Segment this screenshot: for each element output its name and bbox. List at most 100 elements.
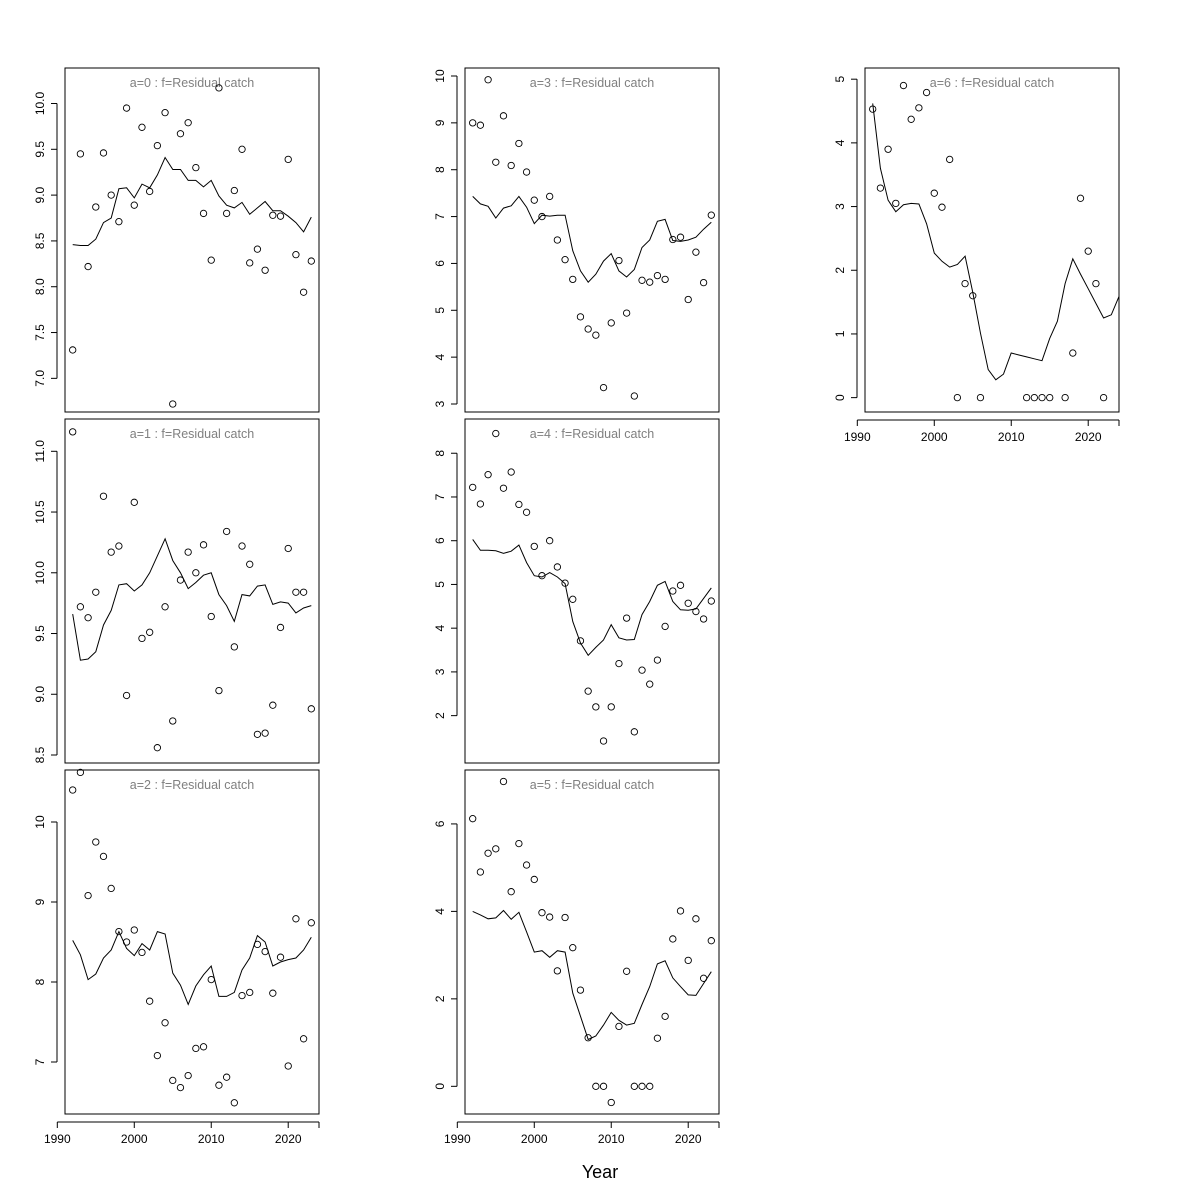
observed-point: [499, 777, 508, 786]
observed-point: [938, 203, 946, 211]
panel-title: a=5 : f=Residual catch: [530, 778, 654, 792]
observed-point: [261, 947, 269, 956]
observed-point: [192, 163, 200, 172]
observed-point: [169, 400, 177, 408]
y-tick-label: 7: [433, 493, 447, 500]
observed-point: [699, 615, 708, 623]
observed-point: [115, 542, 123, 550]
y-tick-label: 3: [833, 203, 847, 210]
fitted-line: [72, 156, 312, 246]
observed-point: [584, 1034, 592, 1042]
observed-point: [530, 542, 538, 551]
figure-x-axis-label: Year: [582, 1162, 618, 1182]
observed-point: [538, 909, 546, 917]
observed-point: [507, 468, 515, 476]
x-tick-label: 2010: [998, 430, 1025, 444]
plot-frame: [464, 769, 720, 1115]
observed-point: [176, 576, 185, 584]
panel-a0: a=0 : f=Residual catch 7.0 7.5 8.0 8.5 9.0 9.5…: [33, 67, 320, 413]
observed-point: [599, 737, 608, 745]
y-tick-label: 4: [433, 353, 447, 360]
observed-point: [661, 275, 669, 284]
observed-point: [184, 548, 192, 556]
y-tick-label: 8.5: [33, 232, 47, 249]
observed-point: [207, 975, 215, 984]
observed-point: [546, 537, 554, 545]
observed-point: [476, 868, 485, 876]
observed-point: [76, 768, 85, 777]
observed-point: [599, 1082, 608, 1090]
observed-point: [284, 155, 292, 164]
observed-point: [476, 500, 485, 508]
observed-point: [307, 257, 315, 265]
observed-point: [569, 944, 577, 952]
panel-a5: a=5 : f=Residual catch 0 2 4 6 1990 2000 2010 20…: [433, 769, 720, 1146]
panel-title: a=3 : f=Residual catch: [530, 76, 654, 90]
observed-point: [261, 266, 269, 274]
observed-point: [269, 211, 277, 219]
y-tick-label: 10.5: [33, 500, 47, 524]
observed-point: [292, 915, 300, 923]
observed-point: [153, 141, 162, 150]
observed-point: [615, 256, 623, 265]
observed-point: [122, 691, 131, 700]
observed-point: [653, 656, 662, 664]
observed-point: [130, 498, 138, 506]
observed-point: [253, 245, 262, 253]
observed-point: [146, 628, 154, 636]
observed-point: [684, 956, 692, 965]
x-tick-label: 2010: [598, 1132, 625, 1146]
y-tick-label: 8.5: [33, 746, 47, 763]
observed-point: [922, 88, 931, 97]
observed-point: [630, 392, 638, 400]
x-tick-label: 2000: [121, 1132, 148, 1146]
x-tick-label: 2000: [521, 1132, 548, 1146]
x-tick-label: 1990: [444, 1132, 471, 1146]
observed-point: [684, 295, 692, 304]
observed-point: [199, 541, 208, 549]
observed-point: [976, 393, 985, 402]
y-tick-label: 9: [433, 119, 447, 126]
y-tick-label: 8: [433, 166, 447, 173]
observed-point: [538, 212, 546, 221]
x-tick-label: 2020: [675, 1132, 702, 1146]
observed-point: [476, 121, 485, 129]
y-tick-label: 5: [433, 581, 447, 588]
y-tick-label: 3: [433, 400, 447, 407]
observed-point: [69, 428, 77, 436]
plot-frame: [464, 418, 720, 764]
observed-point: [961, 279, 969, 288]
y-tick-label: 0: [833, 394, 847, 401]
observed-point: [153, 1051, 162, 1060]
observed-point: [1092, 279, 1100, 288]
observed-point: [630, 728, 638, 736]
observed-point: [569, 595, 577, 603]
panel-title: a=6 : f=Residual catch: [930, 76, 1054, 90]
fitted-line: [472, 539, 712, 657]
observed-point: [707, 937, 715, 945]
observed-point: [869, 105, 877, 113]
observed-point: [122, 938, 131, 946]
observed-point: [638, 1082, 646, 1090]
observed-point: [215, 84, 223, 92]
panel-a6: a=6 : f=Residual catch 0 1 2 3 4 5 1990 2000 2010…: [833, 67, 1120, 444]
observed-point: [161, 603, 169, 611]
observed-point: [484, 849, 492, 857]
y-tick-label: 6: [433, 260, 447, 267]
observed-point: [492, 429, 500, 438]
observed-point: [653, 1034, 662, 1042]
plot-frame: [64, 418, 320, 764]
observed-point: [622, 614, 631, 622]
observed-point: [230, 1099, 238, 1107]
observed-point: [522, 508, 531, 516]
observed-point: [146, 187, 154, 196]
fitted-line: [872, 103, 1120, 381]
observed-point: [207, 256, 215, 264]
y-tick-label: 5: [833, 76, 847, 83]
y-tick-label: 8.0: [33, 278, 47, 295]
observed-point: [661, 622, 669, 631]
y-tick-label: 9: [33, 898, 47, 905]
observed-point: [638, 276, 646, 284]
y-tick-label: 10: [433, 69, 447, 83]
observed-point: [222, 1073, 231, 1081]
